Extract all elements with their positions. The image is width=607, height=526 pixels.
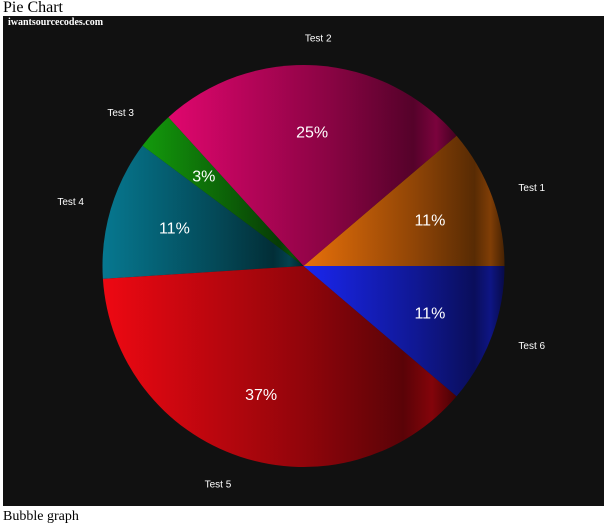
category-label-test-2: Test 2 xyxy=(305,34,332,45)
pie-category-labels: Test 1 Test 2 Test 3 Test 4 Test 5 Test 6 xyxy=(57,34,545,491)
category-label-test-1: Test 1 xyxy=(518,183,545,194)
page-heading: Pie Chart xyxy=(3,0,63,16)
category-label-test-3: Test 3 xyxy=(107,108,134,119)
pie-slice-test-5[interactable] xyxy=(102,266,457,467)
watermark-text: iwantsourcecodes.com xyxy=(8,17,104,28)
percent-label-test-1: 11% xyxy=(414,213,445,230)
pie-slice-test-2[interactable] xyxy=(168,65,457,266)
percent-label-test-6: 11% xyxy=(414,306,445,323)
percent-label-test-2: 25% xyxy=(296,125,328,142)
percent-label-test-3: 3% xyxy=(192,169,215,186)
pie-slice-test-4[interactable] xyxy=(102,145,304,279)
category-label-test-6: Test 6 xyxy=(518,341,545,352)
category-label-test-5: Test 5 xyxy=(205,479,232,490)
pie-slice-test-6[interactable] xyxy=(303,266,505,397)
pie-slices xyxy=(102,65,505,467)
pie-slice-test-1[interactable] xyxy=(303,135,505,266)
percent-label-test-5: 37% xyxy=(245,387,277,404)
pie-percent-labels: 11% 25% 3% 11% 37% 11% xyxy=(159,125,445,404)
percent-label-test-4: 11% xyxy=(159,221,190,238)
chart-panel: 11% 25% 3% 11% 37% 11% Test 1 Test 2 Test 3 Test… xyxy=(3,16,604,506)
pie-slice-test-3[interactable] xyxy=(142,117,304,266)
category-label-test-4: Test 4 xyxy=(57,197,84,208)
page-footer: Bubble graph xyxy=(3,509,79,524)
